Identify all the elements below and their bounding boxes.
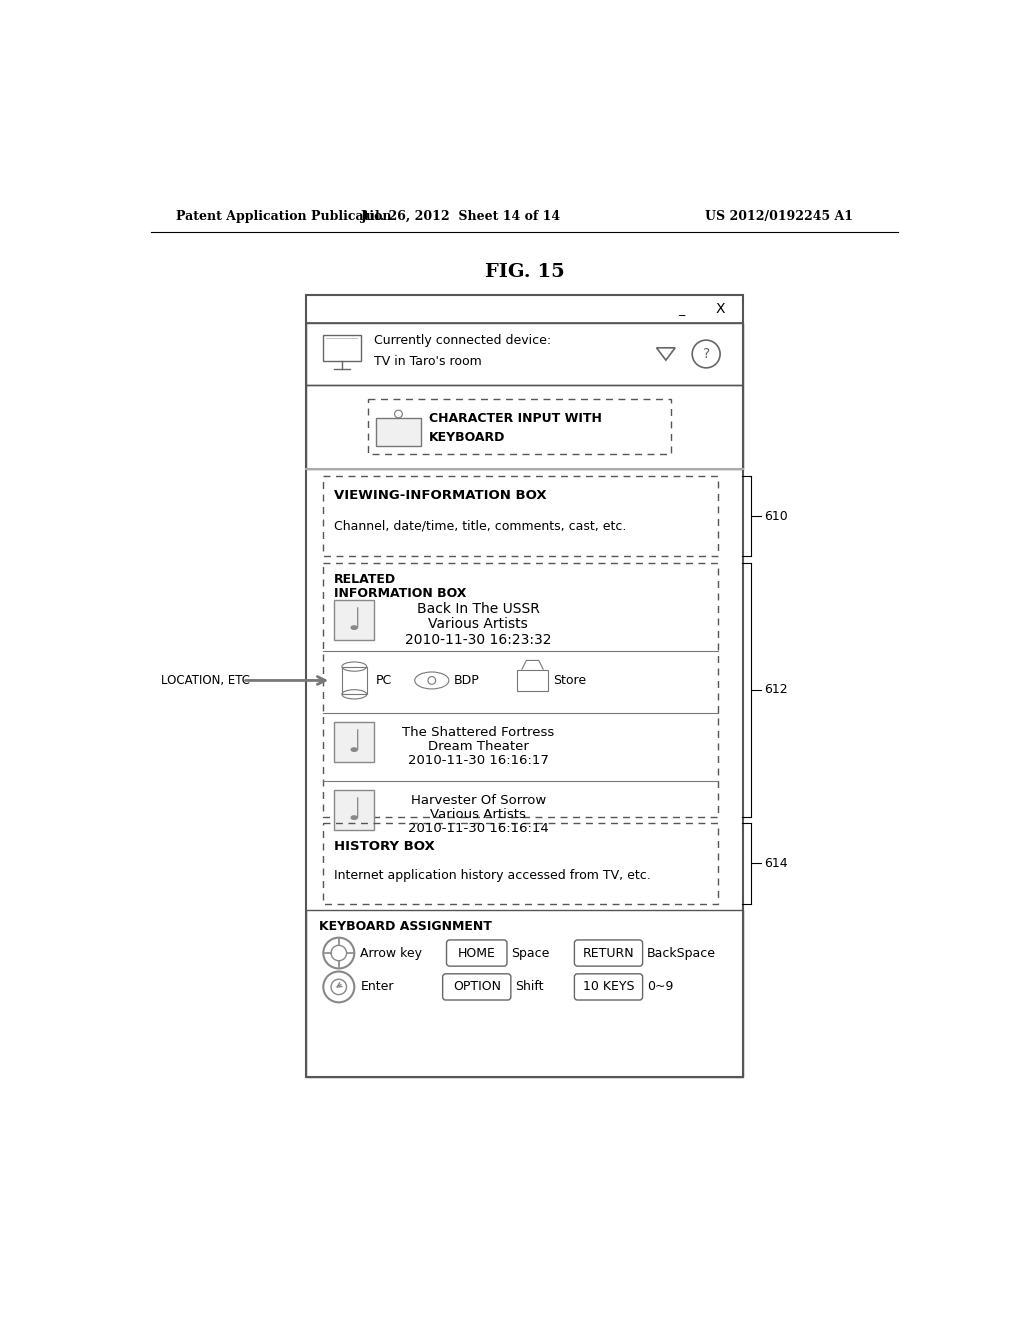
Bar: [324, 475, 718, 557]
Text: Various Artists: Various Artists: [428, 618, 528, 631]
Text: US 2012/0192245 A1: US 2012/0192245 A1: [705, 210, 853, 223]
FancyBboxPatch shape: [574, 974, 643, 1001]
FancyBboxPatch shape: [446, 940, 507, 966]
Text: BDP: BDP: [454, 675, 479, 686]
Bar: [412, 430, 417, 434]
Bar: [369, 399, 671, 454]
Bar: [388, 424, 393, 428]
Bar: [412, 424, 417, 428]
Text: Store: Store: [553, 675, 586, 686]
Bar: [334, 599, 375, 640]
Text: INFORMATION BOX: INFORMATION BOX: [334, 587, 467, 601]
Text: Space: Space: [512, 946, 550, 960]
Bar: [342, 667, 367, 694]
Text: ♩: ♩: [347, 607, 361, 636]
Text: ♩: ♩: [347, 729, 361, 758]
Text: FIG. 15: FIG. 15: [485, 264, 564, 281]
Bar: [396, 424, 400, 428]
Text: 614: 614: [764, 857, 787, 870]
Text: Dream Theater: Dream Theater: [428, 741, 528, 754]
Bar: [324, 335, 360, 360]
FancyBboxPatch shape: [442, 974, 511, 1001]
Text: 0~9: 0~9: [647, 981, 674, 994]
Text: _: _: [678, 302, 684, 315]
Text: Patent Application Publication: Patent Application Publication: [176, 210, 391, 223]
Bar: [403, 438, 409, 442]
Bar: [334, 789, 375, 830]
Bar: [334, 722, 375, 762]
Bar: [306, 385, 743, 470]
Bar: [381, 438, 385, 442]
Text: BackSpace: BackSpace: [647, 946, 716, 960]
Text: ♩: ♩: [347, 797, 361, 826]
Text: LOCATION, ETC: LOCATION, ETC: [161, 675, 250, 686]
Text: Various Artists: Various Artists: [430, 808, 526, 821]
Ellipse shape: [342, 689, 367, 700]
Bar: [306, 909, 743, 1077]
Text: 2010-11-30 16:23:32: 2010-11-30 16:23:32: [406, 632, 552, 647]
Text: OPTION: OPTION: [453, 981, 501, 994]
Text: 10 KEYS: 10 KEYS: [583, 981, 634, 994]
Text: Internet application history accessed from TV, etc.: Internet application history accessed fr…: [334, 869, 651, 882]
Text: PC: PC: [376, 675, 392, 686]
Text: 610: 610: [764, 510, 788, 523]
Text: KEYBOARD: KEYBOARD: [429, 430, 505, 444]
Text: Arrow key: Arrow key: [360, 946, 423, 960]
Text: The Shattered Fortress: The Shattered Fortress: [402, 726, 554, 739]
Bar: [324, 562, 718, 817]
Bar: [412, 438, 417, 442]
Bar: [388, 430, 393, 434]
Bar: [324, 822, 718, 904]
Bar: [306, 296, 743, 323]
Text: 612: 612: [764, 684, 787, 696]
Text: Channel, date/time, title, comments, cast, etc.: Channel, date/time, title, comments, cas…: [334, 520, 627, 533]
Bar: [376, 418, 421, 446]
Bar: [306, 296, 743, 1077]
Text: KEYBOARD ASSIGNMENT: KEYBOARD ASSIGNMENT: [318, 920, 492, 933]
Text: Harvester Of Sorrow: Harvester Of Sorrow: [411, 795, 546, 807]
Bar: [403, 430, 409, 434]
Bar: [388, 438, 393, 442]
Bar: [306, 323, 743, 385]
Text: Jul. 26, 2012  Sheet 14 of 14: Jul. 26, 2012 Sheet 14 of 14: [361, 210, 561, 223]
Text: Shift: Shift: [515, 981, 544, 994]
Text: Back In The USSR: Back In The USSR: [417, 602, 540, 616]
Text: Enter: Enter: [360, 981, 394, 994]
Text: HOME: HOME: [458, 946, 496, 960]
Text: X: X: [716, 302, 725, 317]
Text: 2010-11-30 16:16:17: 2010-11-30 16:16:17: [408, 754, 549, 767]
Text: HISTORY BOX: HISTORY BOX: [334, 840, 435, 853]
Text: RELATED: RELATED: [334, 573, 396, 586]
Text: Currently connected device:: Currently connected device:: [375, 334, 552, 347]
FancyBboxPatch shape: [574, 940, 643, 966]
Text: TV in Taro's room: TV in Taro's room: [375, 355, 482, 368]
Bar: [396, 430, 400, 434]
Bar: [381, 424, 385, 428]
Text: CHARACTER INPUT WITH: CHARACTER INPUT WITH: [429, 412, 601, 425]
Bar: [396, 438, 400, 442]
Text: ?: ?: [702, 347, 710, 360]
Bar: [381, 430, 385, 434]
Bar: [403, 424, 409, 428]
Text: RETURN: RETURN: [583, 946, 634, 960]
Text: 2010-11-30 16:16:14: 2010-11-30 16:16:14: [408, 822, 549, 834]
Bar: [517, 669, 548, 692]
Text: VIEWING-INFORMATION BOX: VIEWING-INFORMATION BOX: [334, 490, 547, 502]
